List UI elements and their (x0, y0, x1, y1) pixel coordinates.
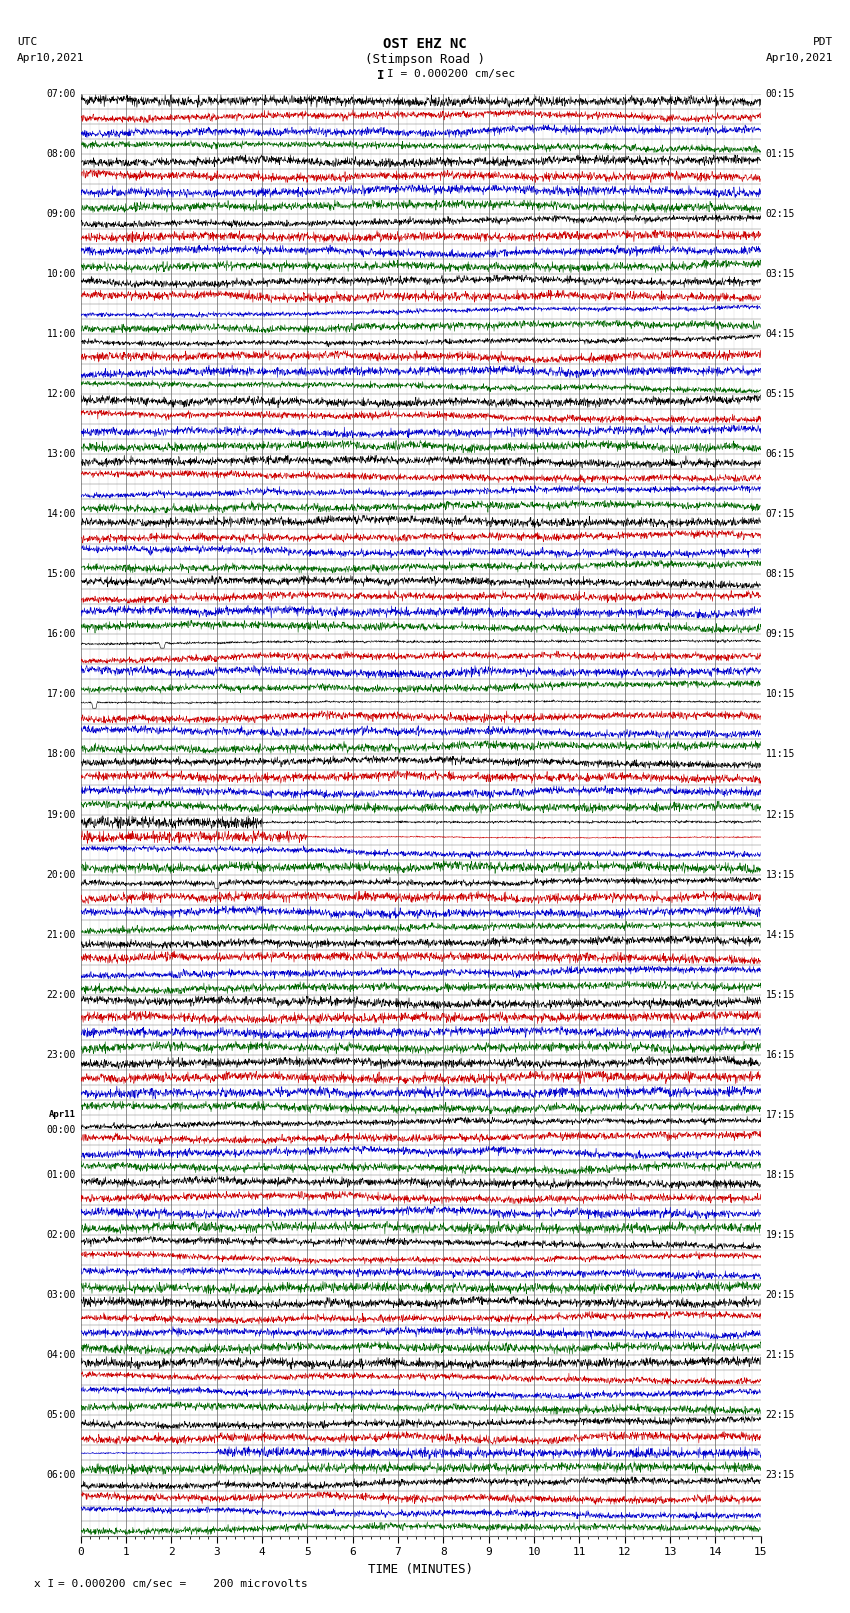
Text: 12:00: 12:00 (47, 389, 76, 398)
Text: 07:15: 07:15 (766, 510, 795, 519)
Text: 03:00: 03:00 (47, 1290, 76, 1300)
Text: 22:00: 22:00 (47, 990, 76, 1000)
Text: 16:00: 16:00 (47, 629, 76, 639)
Text: Apr10,2021: Apr10,2021 (17, 53, 84, 63)
Text: 00:00: 00:00 (47, 1124, 76, 1136)
Text: 17:00: 17:00 (47, 689, 76, 700)
Text: 15:15: 15:15 (766, 990, 795, 1000)
Text: x I: x I (34, 1579, 54, 1589)
Text: 01:15: 01:15 (766, 148, 795, 158)
Text: 04:00: 04:00 (47, 1350, 76, 1360)
Text: 20:00: 20:00 (47, 869, 76, 879)
Text: 12:15: 12:15 (766, 810, 795, 819)
X-axis label: TIME (MINUTES): TIME (MINUTES) (368, 1563, 473, 1576)
Text: 21:00: 21:00 (47, 929, 76, 940)
Text: 01:00: 01:00 (47, 1169, 76, 1181)
Text: 17:15: 17:15 (766, 1110, 795, 1119)
Text: (Stimpson Road ): (Stimpson Road ) (365, 53, 485, 66)
Text: OST EHZ NC: OST EHZ NC (383, 37, 467, 52)
Text: 10:15: 10:15 (766, 689, 795, 700)
Text: = 0.000200 cm/sec =    200 microvolts: = 0.000200 cm/sec = 200 microvolts (58, 1579, 308, 1589)
Text: I = 0.000200 cm/sec: I = 0.000200 cm/sec (387, 69, 515, 79)
Text: 14:00: 14:00 (47, 510, 76, 519)
Text: 07:00: 07:00 (47, 89, 76, 98)
Text: 09:15: 09:15 (766, 629, 795, 639)
Text: 05:00: 05:00 (47, 1410, 76, 1421)
Text: 18:15: 18:15 (766, 1169, 795, 1181)
Text: 21:15: 21:15 (766, 1350, 795, 1360)
Text: 08:15: 08:15 (766, 569, 795, 579)
Text: 23:00: 23:00 (47, 1050, 76, 1060)
Text: 13:00: 13:00 (47, 448, 76, 460)
Text: PDT: PDT (813, 37, 833, 47)
Text: 14:15: 14:15 (766, 929, 795, 940)
Text: 23:15: 23:15 (766, 1471, 795, 1481)
Text: I: I (377, 69, 384, 82)
Text: 18:00: 18:00 (47, 750, 76, 760)
Text: 06:15: 06:15 (766, 448, 795, 460)
Text: 06:00: 06:00 (47, 1471, 76, 1481)
Text: 22:15: 22:15 (766, 1410, 795, 1421)
Text: 09:00: 09:00 (47, 208, 76, 219)
Text: 11:00: 11:00 (47, 329, 76, 339)
Text: Apr10,2021: Apr10,2021 (766, 53, 833, 63)
Text: 08:00: 08:00 (47, 148, 76, 158)
Text: 04:15: 04:15 (766, 329, 795, 339)
Text: UTC: UTC (17, 37, 37, 47)
Text: 00:15: 00:15 (766, 89, 795, 98)
Text: 20:15: 20:15 (766, 1290, 795, 1300)
Text: 13:15: 13:15 (766, 869, 795, 879)
Text: 15:00: 15:00 (47, 569, 76, 579)
Text: 19:15: 19:15 (766, 1231, 795, 1240)
Text: 03:15: 03:15 (766, 269, 795, 279)
Text: Apr11: Apr11 (49, 1110, 76, 1119)
Text: 02:15: 02:15 (766, 208, 795, 219)
Text: 02:00: 02:00 (47, 1231, 76, 1240)
Text: 16:15: 16:15 (766, 1050, 795, 1060)
Text: 05:15: 05:15 (766, 389, 795, 398)
Text: 11:15: 11:15 (766, 750, 795, 760)
Text: 10:00: 10:00 (47, 269, 76, 279)
Text: 19:00: 19:00 (47, 810, 76, 819)
